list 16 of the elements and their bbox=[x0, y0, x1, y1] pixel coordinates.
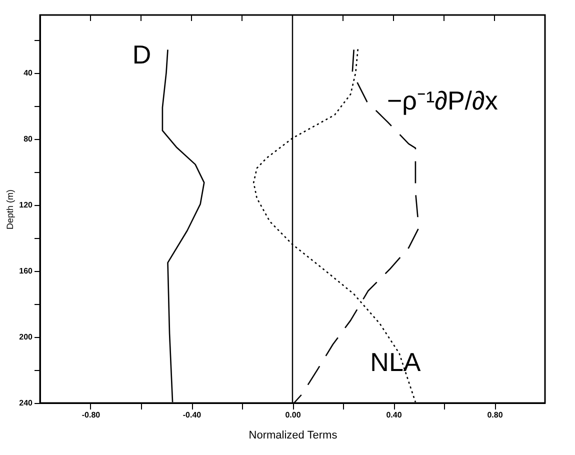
y-tick-label: 200 bbox=[19, 332, 34, 342]
y-tick-label: 80 bbox=[24, 134, 34, 144]
x-tick-label: -0.80 bbox=[82, 410, 101, 420]
series-label: NLA bbox=[370, 347, 422, 378]
y-tick-label: 40 bbox=[24, 68, 34, 78]
y-axis-title: Depth (m) bbox=[5, 189, 16, 230]
x-tick-label: -0.40 bbox=[182, 410, 202, 420]
y-tick-label: 240 bbox=[19, 398, 34, 408]
y-tick-label: 120 bbox=[19, 200, 34, 210]
legend-label: D bbox=[132, 40, 152, 70]
x-tick-label: 0.00 bbox=[285, 410, 302, 420]
x-axis-title: Normalized Terms bbox=[248, 430, 338, 442]
series-label: −ρ⁻¹∂P/∂x bbox=[386, 86, 498, 116]
x-tick-label: 0.40 bbox=[386, 410, 402, 420]
x-tick-label: 0.80 bbox=[487, 410, 504, 420]
y-tick-label: 160 bbox=[19, 266, 34, 276]
